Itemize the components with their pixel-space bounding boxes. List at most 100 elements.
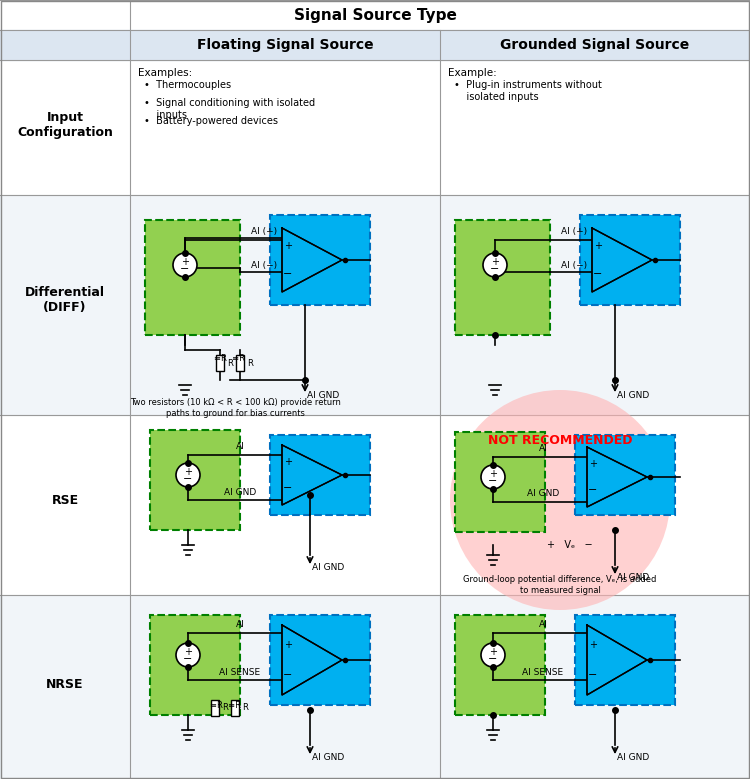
Bar <box>150 430 240 530</box>
Text: −: − <box>488 654 498 664</box>
Text: NOT RECOMMENDED: NOT RECOMMENDED <box>488 433 632 446</box>
Bar <box>145 220 240 335</box>
Text: +: + <box>491 257 499 267</box>
Bar <box>270 435 370 515</box>
Text: +: + <box>589 640 597 650</box>
Text: +: + <box>594 241 602 251</box>
Text: R: R <box>227 358 232 368</box>
Text: Signal Source Type: Signal Source Type <box>293 8 457 23</box>
Text: Example:: Example: <box>448 68 497 78</box>
Text: Input
Configuration: Input Configuration <box>17 111 113 139</box>
Bar <box>575 615 675 705</box>
Text: NRSE: NRSE <box>46 679 84 692</box>
Text: −: − <box>183 654 193 664</box>
Text: +: + <box>284 241 292 251</box>
Text: AI GND: AI GND <box>224 488 256 497</box>
Bar <box>580 215 680 305</box>
Text: −: − <box>593 269 603 279</box>
Polygon shape <box>587 447 647 507</box>
Text: R: R <box>242 703 248 713</box>
Text: R: R <box>222 703 228 713</box>
Text: •  Battery-powered devices: • Battery-powered devices <box>144 116 278 126</box>
Bar <box>216 355 224 371</box>
Text: AI (−): AI (−) <box>251 261 277 270</box>
Text: •  Thermocouples: • Thermocouples <box>144 80 231 90</box>
Bar <box>580 215 680 305</box>
Polygon shape <box>282 445 342 505</box>
Text: ≡R  ≡R: ≡R ≡R <box>209 700 241 710</box>
Text: AI GND: AI GND <box>312 562 344 572</box>
Bar <box>211 700 219 716</box>
Bar <box>236 355 244 371</box>
Bar <box>455 615 545 715</box>
Text: −: − <box>588 485 598 495</box>
Circle shape <box>483 253 507 277</box>
Text: −: − <box>588 671 598 680</box>
Circle shape <box>481 643 505 667</box>
Text: +: + <box>181 257 189 267</box>
Text: AI: AI <box>236 620 244 629</box>
Text: AI (+): AI (+) <box>561 227 587 236</box>
Text: Differential
(DIFF): Differential (DIFF) <box>25 286 105 314</box>
Text: +: + <box>489 647 497 657</box>
Bar <box>0 30 750 60</box>
Text: •  Signal conditioning with isolated
    inputs: • Signal conditioning with isolated inpu… <box>144 98 315 120</box>
Text: +: + <box>284 640 292 650</box>
Text: −: − <box>183 474 193 484</box>
Bar <box>455 220 550 335</box>
Text: RSE: RSE <box>52 494 79 506</box>
Bar <box>270 215 370 305</box>
Text: R: R <box>247 358 253 368</box>
Polygon shape <box>587 625 647 695</box>
Text: +: + <box>489 469 497 479</box>
Text: Grounded Signal Source: Grounded Signal Source <box>500 38 690 52</box>
Bar <box>231 700 239 716</box>
Text: −: − <box>490 264 500 274</box>
Text: −: − <box>284 671 292 680</box>
Text: −: − <box>284 269 292 279</box>
Bar <box>150 430 240 530</box>
Circle shape <box>173 253 197 277</box>
Circle shape <box>176 463 200 487</box>
Circle shape <box>481 465 505 489</box>
Text: Two resistors (10 kΩ < R < 100 kΩ) provide return
paths to ground for bias curre: Two resistors (10 kΩ < R < 100 kΩ) provi… <box>130 398 340 418</box>
Text: −: − <box>180 264 190 274</box>
Text: AI: AI <box>236 442 244 451</box>
Text: Examples:: Examples: <box>138 68 192 78</box>
Text: AI GND: AI GND <box>526 489 559 498</box>
Bar <box>0 195 750 415</box>
Text: AI GND: AI GND <box>307 390 339 400</box>
Polygon shape <box>592 228 652 292</box>
Bar <box>455 432 545 532</box>
Text: AI GND: AI GND <box>617 573 650 581</box>
Text: AI (−): AI (−) <box>561 261 587 270</box>
Text: AI GND: AI GND <box>617 753 650 762</box>
Text: AI SENSE: AI SENSE <box>523 668 563 677</box>
Circle shape <box>450 390 670 610</box>
Text: AI: AI <box>538 620 548 629</box>
Polygon shape <box>282 228 342 292</box>
Bar <box>270 215 370 305</box>
Text: +: + <box>184 467 192 477</box>
Bar <box>575 435 675 515</box>
Text: −: − <box>284 483 292 493</box>
Bar <box>455 615 545 715</box>
Text: +   Vₑ   −: + Vₑ − <box>548 540 592 550</box>
Polygon shape <box>282 625 342 695</box>
Text: ≡R  ≡R: ≡R ≡R <box>214 354 245 362</box>
Text: AI GND: AI GND <box>312 753 344 762</box>
Bar <box>150 615 240 715</box>
Bar <box>0 595 750 779</box>
Text: Floating Signal Source: Floating Signal Source <box>196 38 374 52</box>
Text: +: + <box>284 456 292 467</box>
Text: AI: AI <box>538 444 548 453</box>
Text: •  Plug-in instruments without
    isolated inputs: • Plug-in instruments without isolated i… <box>454 80 602 101</box>
Text: AI GND: AI GND <box>617 390 650 400</box>
Text: AI (+): AI (+) <box>251 227 277 236</box>
Bar <box>145 220 240 335</box>
Bar <box>575 615 675 705</box>
Text: +: + <box>184 647 192 657</box>
Bar <box>270 435 370 515</box>
Bar <box>575 435 675 515</box>
Bar <box>455 432 545 532</box>
